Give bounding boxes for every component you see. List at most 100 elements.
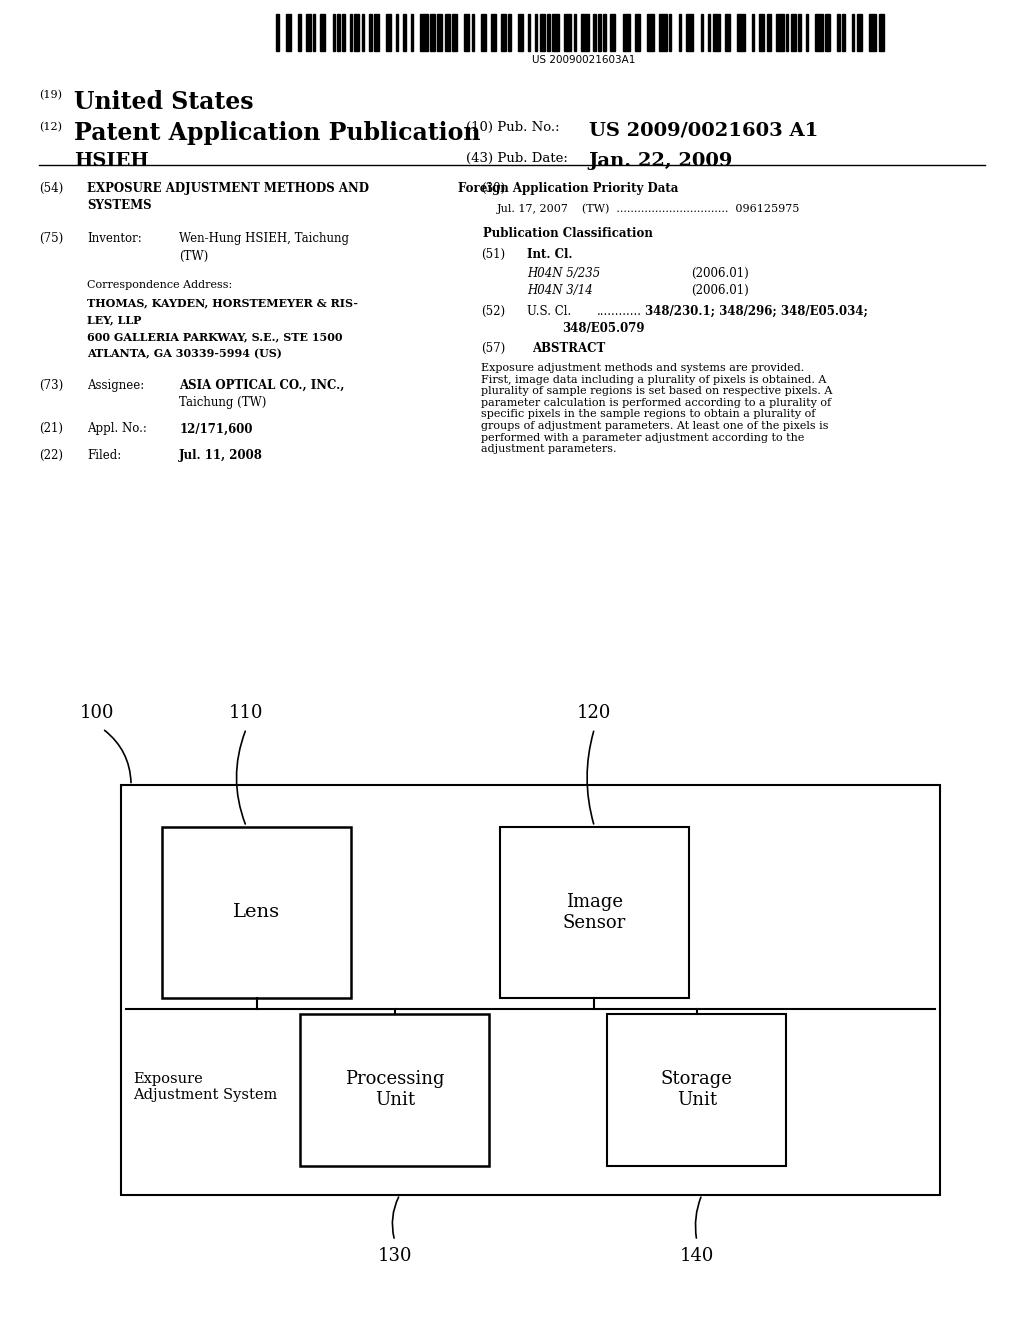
Bar <box>464 13 469 50</box>
Text: Publication Classification: Publication Classification <box>483 227 653 240</box>
Text: (73): (73) <box>39 379 63 392</box>
Bar <box>500 826 689 998</box>
Bar <box>806 13 808 50</box>
Bar <box>374 13 379 50</box>
Text: US 20090021603A1: US 20090021603A1 <box>532 55 635 66</box>
Bar <box>700 13 703 50</box>
Text: ASIA OPTICAL CO., INC.,: ASIA OPTICAL CO., INC., <box>179 379 344 392</box>
Text: H04N 3/14: H04N 3/14 <box>527 284 593 297</box>
Bar <box>298 13 301 50</box>
Text: LEY, LLP: LEY, LLP <box>87 314 141 325</box>
Bar <box>610 13 615 50</box>
Bar <box>776 13 783 50</box>
Bar <box>635 13 640 50</box>
Text: ABSTRACT: ABSTRACT <box>531 342 605 355</box>
Bar <box>369 13 372 50</box>
Bar <box>349 13 352 50</box>
Text: US 2009/0021603 A1: US 2009/0021603 A1 <box>589 121 818 140</box>
Bar <box>481 13 486 50</box>
Bar <box>842 13 845 50</box>
Bar <box>607 1014 786 1166</box>
Text: (30): (30) <box>481 182 506 195</box>
Bar <box>799 13 801 50</box>
Bar <box>869 13 877 50</box>
Bar <box>767 13 771 50</box>
Text: 348/E05.079: 348/E05.079 <box>562 322 645 335</box>
Text: (51): (51) <box>481 248 506 261</box>
Bar <box>492 13 496 50</box>
Text: Foreign Application Priority Data: Foreign Application Priority Data <box>458 182 679 195</box>
Bar <box>518 13 522 50</box>
Bar <box>411 13 413 50</box>
Bar <box>403 13 406 50</box>
Bar <box>321 13 326 50</box>
Bar <box>420 13 428 50</box>
Text: (52): (52) <box>481 305 506 318</box>
Bar <box>659 13 667 50</box>
Bar <box>838 13 840 50</box>
Bar <box>737 13 744 50</box>
Bar <box>471 13 474 50</box>
Text: United States: United States <box>74 90 253 114</box>
Text: (43) Pub. Date:: (43) Pub. Date: <box>466 152 567 165</box>
Text: Int. Cl.: Int. Cl. <box>527 248 572 261</box>
Bar <box>603 13 605 50</box>
Text: Exposure
Adjustment System: Exposure Adjustment System <box>133 1072 278 1102</box>
Bar <box>452 13 457 50</box>
Text: Filed:: Filed: <box>87 449 121 462</box>
Bar <box>679 13 681 50</box>
Bar <box>276 13 279 50</box>
Text: Image
Sensor: Image Sensor <box>563 894 626 932</box>
Text: (57): (57) <box>481 342 506 355</box>
Bar <box>582 13 589 50</box>
Text: Exposure adjustment methods and systems are provided.
First, image data includin: Exposure adjustment methods and systems … <box>481 363 833 454</box>
Bar <box>338 13 340 50</box>
Text: Jul. 11, 2008: Jul. 11, 2008 <box>179 449 263 462</box>
Bar <box>540 13 545 50</box>
Text: 140: 140 <box>680 1247 714 1266</box>
Bar <box>162 826 351 998</box>
Bar <box>333 13 335 50</box>
Bar <box>791 13 796 50</box>
Text: Patent Application Publication: Patent Application Publication <box>74 121 480 145</box>
Bar <box>686 13 693 50</box>
Text: (54): (54) <box>39 182 63 195</box>
Bar <box>306 13 310 50</box>
Bar <box>430 13 435 50</box>
Text: (2006.01): (2006.01) <box>691 267 749 280</box>
Text: 348/230.1; 348/296; 348/E05.034;: 348/230.1; 348/296; 348/E05.034; <box>645 305 868 318</box>
Bar <box>725 13 730 50</box>
Bar <box>437 13 442 50</box>
Text: 130: 130 <box>378 1247 412 1266</box>
Text: Processing
Unit: Processing Unit <box>345 1071 444 1109</box>
Bar <box>552 13 559 50</box>
Bar <box>354 13 359 50</box>
Bar <box>752 13 755 50</box>
Bar <box>527 13 530 50</box>
Bar <box>669 13 672 50</box>
Text: (12): (12) <box>39 121 61 132</box>
Text: (TW): (TW) <box>179 249 209 263</box>
Bar <box>825 13 829 50</box>
Bar <box>598 13 601 50</box>
Text: Jul. 17, 2007    (TW)  ................................  096125975: Jul. 17, 2007 (TW) .....................… <box>497 203 800 214</box>
Text: 110: 110 <box>229 704 263 722</box>
Text: (19): (19) <box>39 90 61 100</box>
Text: 600 GALLERIA PARKWAY, S.E., STE 1500: 600 GALLERIA PARKWAY, S.E., STE 1500 <box>87 331 343 342</box>
Bar <box>815 13 822 50</box>
Bar <box>713 13 720 50</box>
Bar <box>573 13 577 50</box>
Text: THOMAS, KAYDEN, HORSTEMEYER & RIS-: THOMAS, KAYDEN, HORSTEMEYER & RIS- <box>87 297 358 308</box>
Text: Taichung (TW): Taichung (TW) <box>179 396 266 409</box>
Text: Appl. No.:: Appl. No.: <box>87 422 146 436</box>
Bar <box>501 13 506 50</box>
Text: Wen-Hung HSIEH, Taichung: Wen-Hung HSIEH, Taichung <box>179 232 349 246</box>
Text: 100: 100 <box>80 704 115 722</box>
Bar <box>852 13 854 50</box>
Bar <box>396 13 398 50</box>
Bar <box>708 13 711 50</box>
Bar <box>300 1014 489 1166</box>
Bar <box>313 13 315 50</box>
Text: Storage
Unit: Storage Unit <box>660 1071 733 1109</box>
Text: HSIEH: HSIEH <box>74 152 148 170</box>
